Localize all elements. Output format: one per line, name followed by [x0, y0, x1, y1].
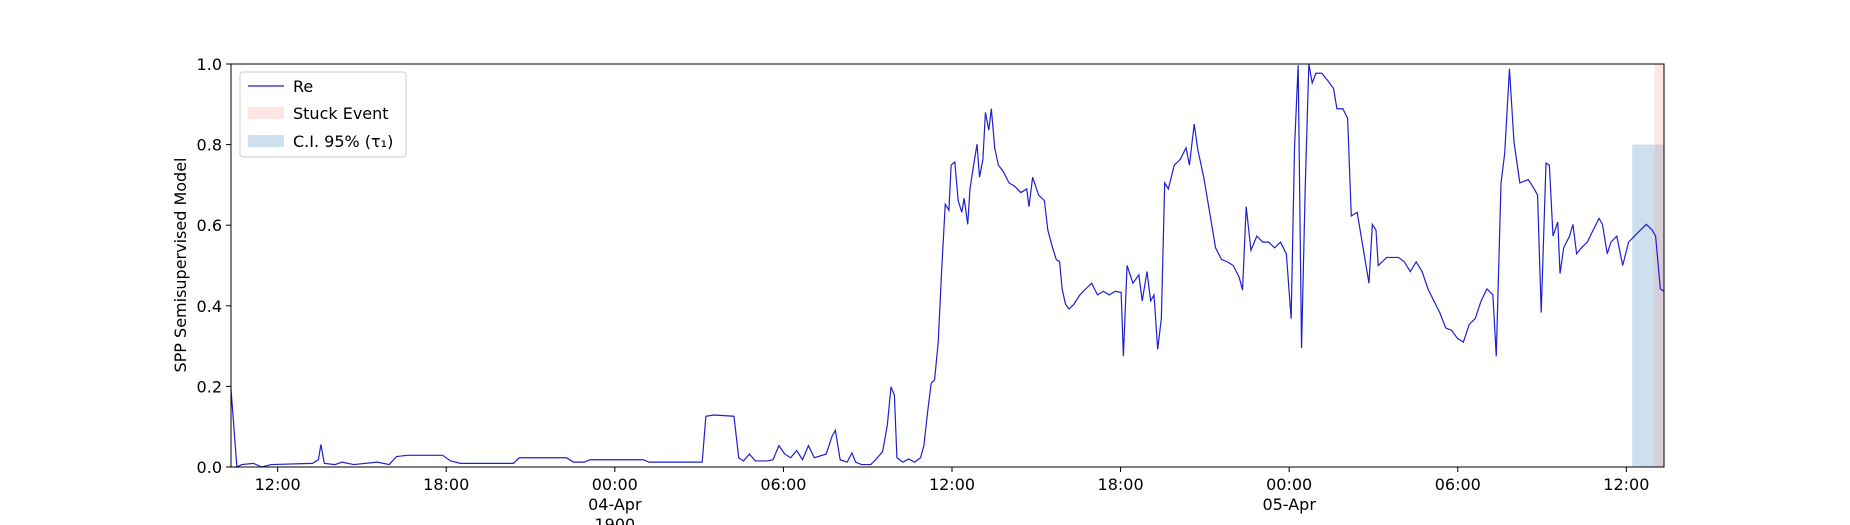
confidence-band — [1632, 144, 1664, 467]
y-axis-label: SPP Semisupervised Model — [171, 158, 190, 373]
x-tick-label: 18:00 — [423, 475, 469, 494]
legend-label: Re — [293, 77, 313, 96]
x-tick-label: 12:00 — [929, 475, 975, 494]
x-tick-label: 18:00 — [1098, 475, 1144, 494]
legend: Re Stuck Event C.I. 95% (τ₁) — [239, 71, 407, 158]
y-tick-label: 0.2 — [197, 377, 222, 396]
x-tick-label: 00:00 05-Apr — [1262, 475, 1316, 514]
legend-label: C.I. 95% (τ₁) — [293, 132, 393, 151]
legend-label: Stuck Event — [293, 104, 389, 123]
legend-swatch — [248, 107, 284, 119]
y-tick-label: 0.4 — [197, 297, 222, 316]
x-tick-label: 06:00 — [1435, 475, 1481, 494]
stuck-event-span — [1654, 64, 1664, 467]
y-tick-label: 0.0 — [197, 458, 222, 477]
x-tick-label: 12:00 — [255, 475, 301, 494]
y-tick-label: 0.8 — [197, 136, 222, 155]
plot-frame — [230, 63, 1665, 468]
legend-swatch — [248, 135, 284, 147]
x-tick-label: 12:00 — [1603, 475, 1649, 494]
y-tick-label: 0.6 — [197, 216, 222, 235]
x-tick-label: 06:00 — [760, 475, 806, 494]
x-tick-label: 00:00 04-Apr 1900 — [588, 475, 642, 525]
legend-box — [239, 71, 407, 158]
series-line — [230, 63, 1665, 468]
y-tick-label: 1.0 — [197, 55, 222, 74]
